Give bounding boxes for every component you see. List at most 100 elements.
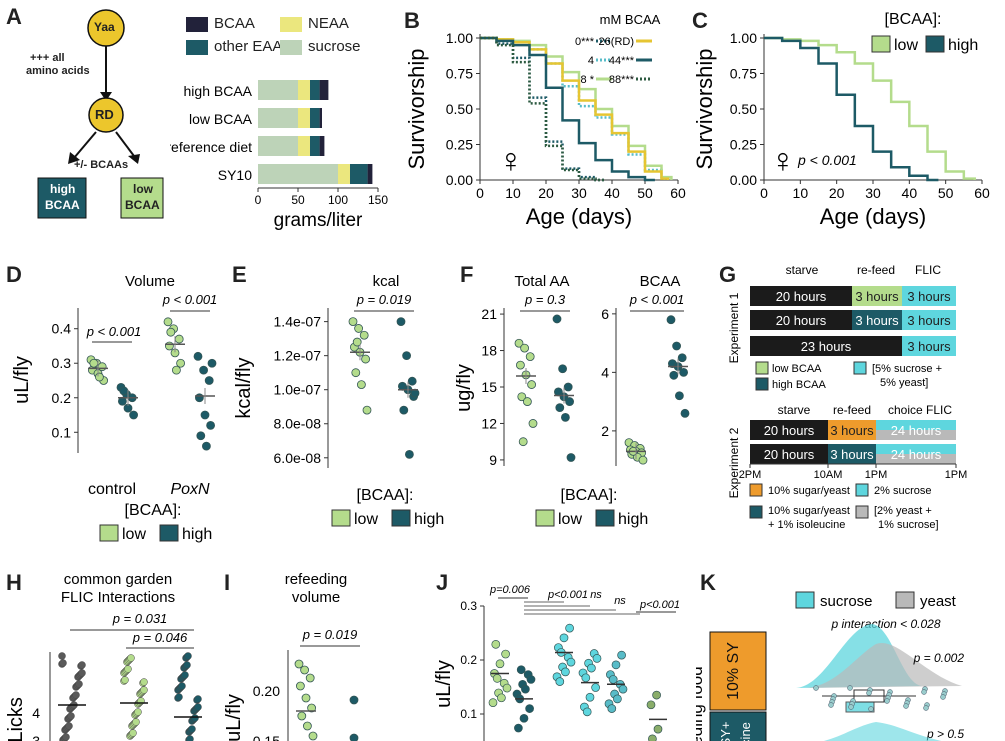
j-dot-5-3 (648, 734, 657, 741)
pvalue-f1: p = 0.3 (524, 292, 566, 307)
f1-1-dot-2 (563, 382, 573, 392)
g1-h-refeed: re-feed (857, 263, 895, 277)
rd-label: RD (95, 107, 114, 122)
xticklabel-2: 20 (829, 185, 845, 201)
yticklabel-1: 0.25 (730, 137, 757, 153)
j-dot-0-5 (501, 649, 510, 659)
d-0-dot-6 (89, 358, 99, 368)
xticklabel-1: 10 (793, 185, 809, 201)
e-0-dot-9 (352, 337, 362, 347)
yticklabel-3: 0.75 (730, 66, 757, 82)
bar-seg-3-2 (350, 164, 368, 184)
title-d: Volume (125, 273, 175, 290)
yticklabel-1: 0.2 (52, 390, 72, 406)
j-dot-4-7 (613, 694, 622, 704)
g2-r0-starve (750, 420, 828, 440)
low-box-l1: low (133, 182, 153, 196)
panel-letter-c: C (692, 8, 708, 33)
bar-seg-0-2 (310, 80, 320, 100)
j-dot-2-5 (565, 623, 574, 633)
g2-leg-ys1: [2% yeast + (874, 505, 932, 517)
g2-r0-refeed-text: 3 hours (830, 423, 874, 438)
f1-1-dot-0 (552, 314, 562, 324)
yticklabel-3: 0.4 (52, 321, 72, 337)
g2-time-2: 1PM (865, 469, 888, 481)
h-dot-2-31 (191, 714, 199, 722)
yticklabel-f2-0: 2 (601, 423, 609, 439)
g1-r2-starve (750, 336, 902, 356)
f2-0-dot-8 (638, 455, 648, 465)
j-dot-2-6 (555, 677, 565, 686)
legend-swatch-c-low (871, 35, 891, 53)
h-dot-2-17 (184, 652, 192, 660)
yticklabel-1: 8.0e-08 (274, 416, 322, 432)
rd-circle (88, 97, 124, 133)
pvalue-e: p = 0.019 (356, 292, 412, 307)
g1-leg-high: high BCAA (772, 379, 826, 391)
yticklabel-i-1: 0.15 (253, 733, 280, 741)
title-h-1: common garden (64, 571, 172, 588)
h-dot-1-34 (140, 686, 148, 694)
all-aa-line1: +++ all (30, 52, 65, 64)
legend-swatch-high (159, 524, 179, 542)
bar-xticklabel-2: 100 (328, 193, 348, 207)
g1-h-starve: starve (786, 263, 819, 277)
e-1-dot-1 (402, 351, 412, 361)
f1-1-dot-6 (555, 403, 565, 413)
k-dot-0 (813, 685, 819, 691)
d-3-dot-1 (199, 365, 209, 375)
k-p2: p > 0.5 (926, 727, 964, 741)
k-dot-23 (884, 698, 890, 704)
panel-letter-f: F (460, 262, 474, 287)
k-p1: p = 0.002 (913, 651, 965, 665)
h-dot-0-28 (72, 691, 80, 699)
j-dot-5-1 (652, 690, 661, 700)
ylabel-i: uL/fly (223, 694, 245, 741)
j-dot-2-7 (561, 667, 570, 677)
k-row2-box (709, 711, 767, 741)
g1-r2-flic (902, 336, 956, 356)
g2-leg-ile2: + 1% isoleucine (768, 519, 845, 531)
legend-label-k-sucrose: sucrose (820, 593, 873, 610)
i-dot-low-2 (305, 673, 315, 683)
yaa-label: Yaa (94, 20, 115, 34)
bar-seg-0-3 (319, 80, 329, 100)
g1-h-flic: FLIC (915, 263, 941, 277)
yticklabel-0: 9 (489, 452, 497, 468)
i-dot-low-7 (303, 721, 312, 731)
g1-leg-sy2: 5% yeast] (880, 377, 928, 389)
chart-e-kcal: 6.0e-08 8.0e-08 1.0e-07 1.2e-07 1.4e-07 kcal k… (233, 273, 444, 528)
yticklabel-j-0: 0.1 (460, 707, 477, 721)
legend-label-high: high (618, 511, 648, 528)
chart-k-density: sucrose yeast p interaction < 0.028 10% SY S… (696, 591, 965, 741)
e-0-dot-0 (348, 317, 358, 327)
legend-swatch-c-high (925, 35, 945, 53)
k-density-3 (823, 722, 942, 741)
d-3-dot-7 (201, 441, 211, 451)
g1-r2-flic-text: 3 hours (907, 339, 951, 354)
h-dot-0-31 (75, 680, 83, 688)
j-dot-4-9 (608, 675, 618, 684)
j-dot-0-8 (502, 683, 512, 693)
g2-h-starve: starve (778, 403, 811, 417)
g1-leg-high-swatch (755, 377, 769, 391)
legend-sucrose: sucrose (308, 38, 361, 55)
yticklabel-0: 0.00 (730, 172, 757, 188)
d-2-dot-5 (176, 358, 186, 368)
k-dot-15 (848, 704, 854, 710)
yticklabel-f2-1: 4 (601, 364, 609, 380)
legend-swatch-low (331, 509, 351, 527)
e-0-dot-7 (356, 380, 366, 389)
f1-1-dot-8 (566, 453, 576, 462)
xticklabel-3: 30 (571, 185, 587, 201)
pvalue-h-1: p = 0.046 (132, 630, 188, 645)
legend-label-b-0: 0*** (575, 36, 595, 48)
legend-swatch-bcaa (186, 17, 208, 32)
f1-1-dot-5 (565, 397, 574, 406)
f1-0-dot-3 (516, 360, 525, 370)
h-dot-0-32 (62, 733, 70, 741)
j-dot-0-0 (488, 698, 498, 708)
h-dot-1-35 (127, 654, 135, 662)
